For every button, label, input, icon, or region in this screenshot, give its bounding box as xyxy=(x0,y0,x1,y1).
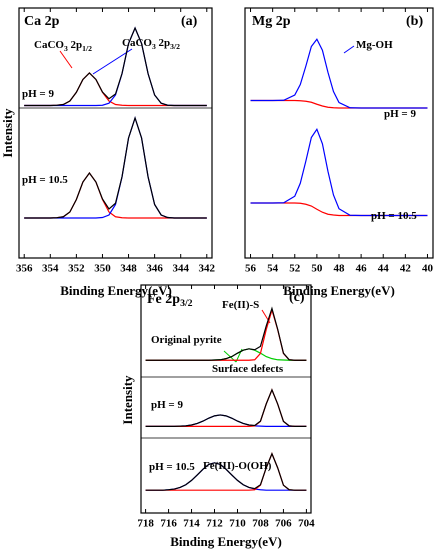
text-part: pH = 10.5 xyxy=(22,174,68,186)
panel-label: (c) xyxy=(289,290,305,305)
x-tick-label: 710 xyxy=(229,518,246,530)
x-tick-label: 356 xyxy=(16,263,33,275)
spectrum-line xyxy=(24,26,207,107)
panel: 718 716 714 712 710 708 706 704 Binding Energy(e… xyxy=(120,284,315,549)
text-part: Ca 2p xyxy=(24,14,60,29)
subscript: 3 xyxy=(152,42,156,51)
x-tick-label: 56 xyxy=(245,263,257,275)
annotation: pH = 10.5 xyxy=(371,210,417,222)
spectrum-line xyxy=(145,306,307,361)
x-tick-label: 54 xyxy=(267,263,279,275)
text-part: Fe 2p xyxy=(147,292,180,307)
x-axis-title: Binding Energy(eV) xyxy=(170,534,282,549)
x-tick-label: 352 xyxy=(68,263,85,275)
annotation: Surface defects xyxy=(212,363,284,375)
text-part: pH = 9 xyxy=(151,399,183,411)
panel-label: (a) xyxy=(181,14,198,29)
y-axis-title: Intensity xyxy=(0,108,15,158)
annotation: pH = 9 xyxy=(151,399,183,411)
annotation: pH = 10.5 xyxy=(149,461,195,473)
x-tick-label: 344 xyxy=(172,263,189,275)
x-axis-title: Binding Energy(eV) xyxy=(60,283,172,298)
text-part: 2p xyxy=(68,39,82,51)
text-part: 2p xyxy=(156,37,170,49)
x-tick-label: 704 xyxy=(298,518,315,530)
x-tick-label: 52 xyxy=(289,263,301,275)
x-tick-label: 348 xyxy=(120,263,137,275)
separators xyxy=(19,107,311,439)
annotation: pH = 9 xyxy=(384,108,416,120)
text-part: Original pyrite xyxy=(151,334,222,346)
text-part: pH = 9 xyxy=(22,88,54,100)
text-part: Fe(III)-O(OH) xyxy=(203,460,272,472)
x-tick-label: 44 xyxy=(378,263,390,275)
text-part: Fe(II)-S xyxy=(222,299,259,311)
x-tick-label: 712 xyxy=(206,518,223,530)
text-part: pH = 9 xyxy=(384,108,416,120)
plot-frame xyxy=(140,284,312,514)
spectrum-line xyxy=(250,127,428,217)
x-tick-label: 46 xyxy=(356,263,368,275)
chart-title: Mg 2p xyxy=(252,14,291,29)
annotation: Fe(II)-S xyxy=(222,299,259,311)
x-tick-label: 42 xyxy=(400,263,412,275)
annotation: Mg-OH xyxy=(356,39,393,51)
spectrum-line xyxy=(145,452,307,491)
annotation: pH = 10.5 xyxy=(22,174,68,186)
chart-title: Ca 2p xyxy=(24,14,60,29)
x-tick-label: 48 xyxy=(334,263,346,275)
x-tick-label: 40 xyxy=(422,263,434,275)
annotation: CaCO3 2p3/2 xyxy=(122,37,180,51)
x-tick-label: 350 xyxy=(94,263,111,275)
x-tick-label: 342 xyxy=(199,263,216,275)
panel: 356 354 352 350 348 346 344 342 Binding Energy(e… xyxy=(0,7,216,298)
text-part: pH = 10.5 xyxy=(149,461,195,473)
x-tick-label: 354 xyxy=(42,263,59,275)
spectrum-line xyxy=(24,116,207,219)
plot-frame xyxy=(18,7,213,259)
spectrum-line xyxy=(250,38,428,109)
subscript: 1/2 xyxy=(82,44,92,53)
text-part: CaCO xyxy=(122,37,152,49)
arrow xyxy=(343,45,355,54)
x-tick-label: 706 xyxy=(275,518,292,530)
arrow xyxy=(59,50,73,69)
annotation: pH = 9 xyxy=(22,88,54,100)
annotation: Original pyrite xyxy=(151,334,222,346)
annotation: Fe(III)-O(OH) xyxy=(203,460,272,472)
panel-label: (b) xyxy=(406,14,423,29)
y-axis-title: Intensity xyxy=(120,375,135,425)
text-part: pH = 10.5 xyxy=(371,210,417,222)
x-tick-label: 50 xyxy=(311,263,323,275)
annotation: CaCO3 2p1/2 xyxy=(34,39,92,53)
text-part: Mg-OH xyxy=(356,39,393,51)
x-tick-label: 346 xyxy=(146,263,163,275)
subscript: 3/2 xyxy=(170,42,180,51)
chart-title: Fe 2p3/2 xyxy=(147,292,193,309)
text-part: Surface defects xyxy=(212,363,284,375)
text-part: CaCO xyxy=(34,39,64,51)
text-part: Mg 2p xyxy=(252,14,291,29)
x-tick-label: 708 xyxy=(252,518,269,530)
x-tick-label: 716 xyxy=(160,518,177,530)
subscript: 3/2 xyxy=(180,298,193,309)
arrow xyxy=(92,48,133,75)
subscript: 3 xyxy=(64,44,68,53)
x-tick-label: 714 xyxy=(183,518,200,530)
x-tick-label: 718 xyxy=(137,518,154,530)
spectrum-line xyxy=(145,388,307,427)
